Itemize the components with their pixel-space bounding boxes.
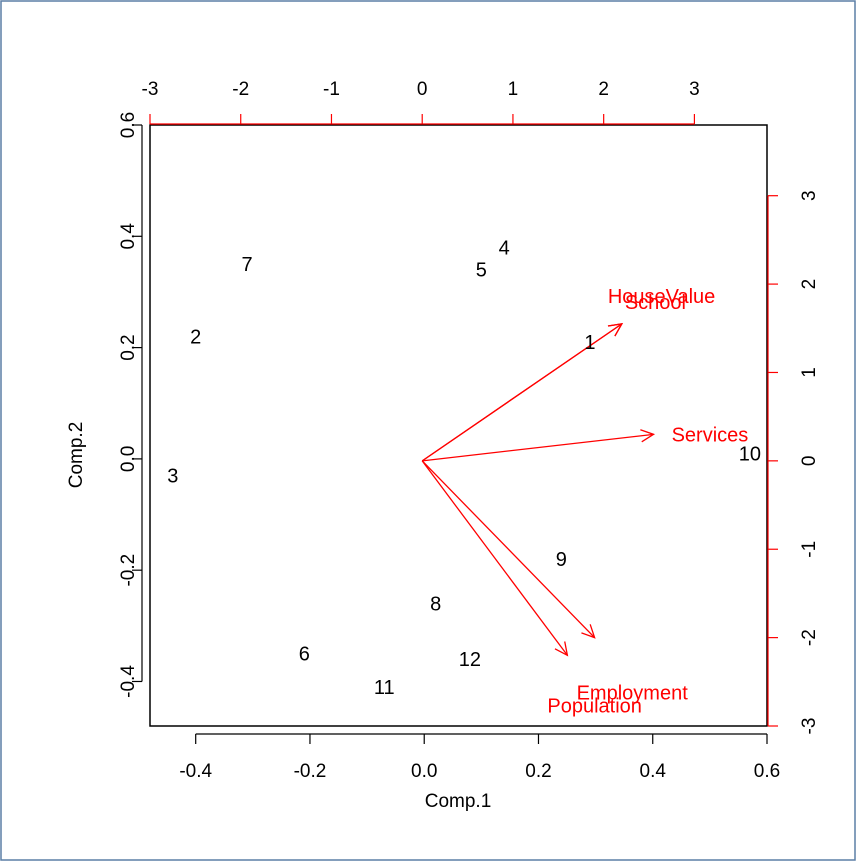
loading-arrowhead: [640, 429, 656, 443]
x-tick-label: 0.0: [411, 761, 437, 782]
point-label: 1: [584, 332, 595, 354]
point-label: 12: [459, 649, 481, 671]
loading-label: Employment: [577, 683, 689, 705]
right-tick-label: 0: [799, 456, 820, 467]
right-tick-label: 1: [799, 367, 820, 378]
top-tick-label: -1: [323, 79, 340, 100]
loading-arrow: [422, 433, 654, 462]
right-tick-label: 2: [799, 279, 820, 290]
x-tick-label: 0.4: [640, 761, 667, 782]
loading-arrowhead: [554, 641, 569, 657]
y-tick-label: 0.2: [118, 334, 139, 360]
loading-arrow: [421, 460, 568, 656]
point-label: 7: [242, 254, 253, 276]
y-tick-label: 0.6: [118, 112, 139, 138]
right-tick-label: -2: [799, 629, 820, 646]
loading-arrowhead: [607, 323, 624, 337]
top-tick-label: 1: [508, 79, 519, 100]
top-tick-label: 2: [598, 79, 609, 100]
y-tick-label: -0.4: [118, 665, 139, 698]
y-axis-title: Comp.2: [66, 422, 87, 489]
top-tick-label: 0: [417, 79, 428, 100]
right-tick-label: 3: [799, 190, 820, 201]
right-tick-label: -3: [799, 718, 820, 735]
loading-label: Services: [672, 424, 749, 446]
point-label: 3: [167, 466, 178, 488]
point-label: 9: [556, 549, 567, 571]
y-tick-label: 0.0: [118, 446, 139, 472]
loading-arrow: [421, 323, 623, 462]
x-tick-label: 0.6: [754, 761, 780, 782]
loading-arrowhead: [581, 624, 596, 639]
loading-label: HouseValue: [608, 286, 715, 308]
x-tick-label: -0.4: [179, 761, 212, 782]
top-tick-label: 3: [689, 79, 700, 100]
plot-area: [149, 124, 768, 727]
point-label: 6: [299, 644, 310, 666]
point-label: 5: [476, 260, 487, 282]
loading-label: Population: [547, 695, 642, 717]
point-label: 10: [739, 443, 761, 465]
loading-label: School: [625, 292, 686, 314]
point-label: 2: [190, 326, 201, 348]
x-axis-title: Comp.1: [425, 791, 492, 812]
point-label: 11: [374, 677, 395, 699]
right-tick-label: -1: [799, 541, 820, 558]
y-tick-label: 0.4: [118, 223, 139, 250]
x-tick-label: -0.2: [294, 761, 327, 782]
point-label: 8: [430, 594, 441, 616]
y-tick-label: -0.2: [118, 554, 139, 587]
point-label: 4: [499, 237, 510, 259]
x-tick-label: 0.2: [525, 761, 551, 782]
top-tick-label: -3: [142, 79, 159, 100]
loading-arrow: [421, 460, 596, 639]
top-tick-label: -2: [232, 79, 249, 100]
